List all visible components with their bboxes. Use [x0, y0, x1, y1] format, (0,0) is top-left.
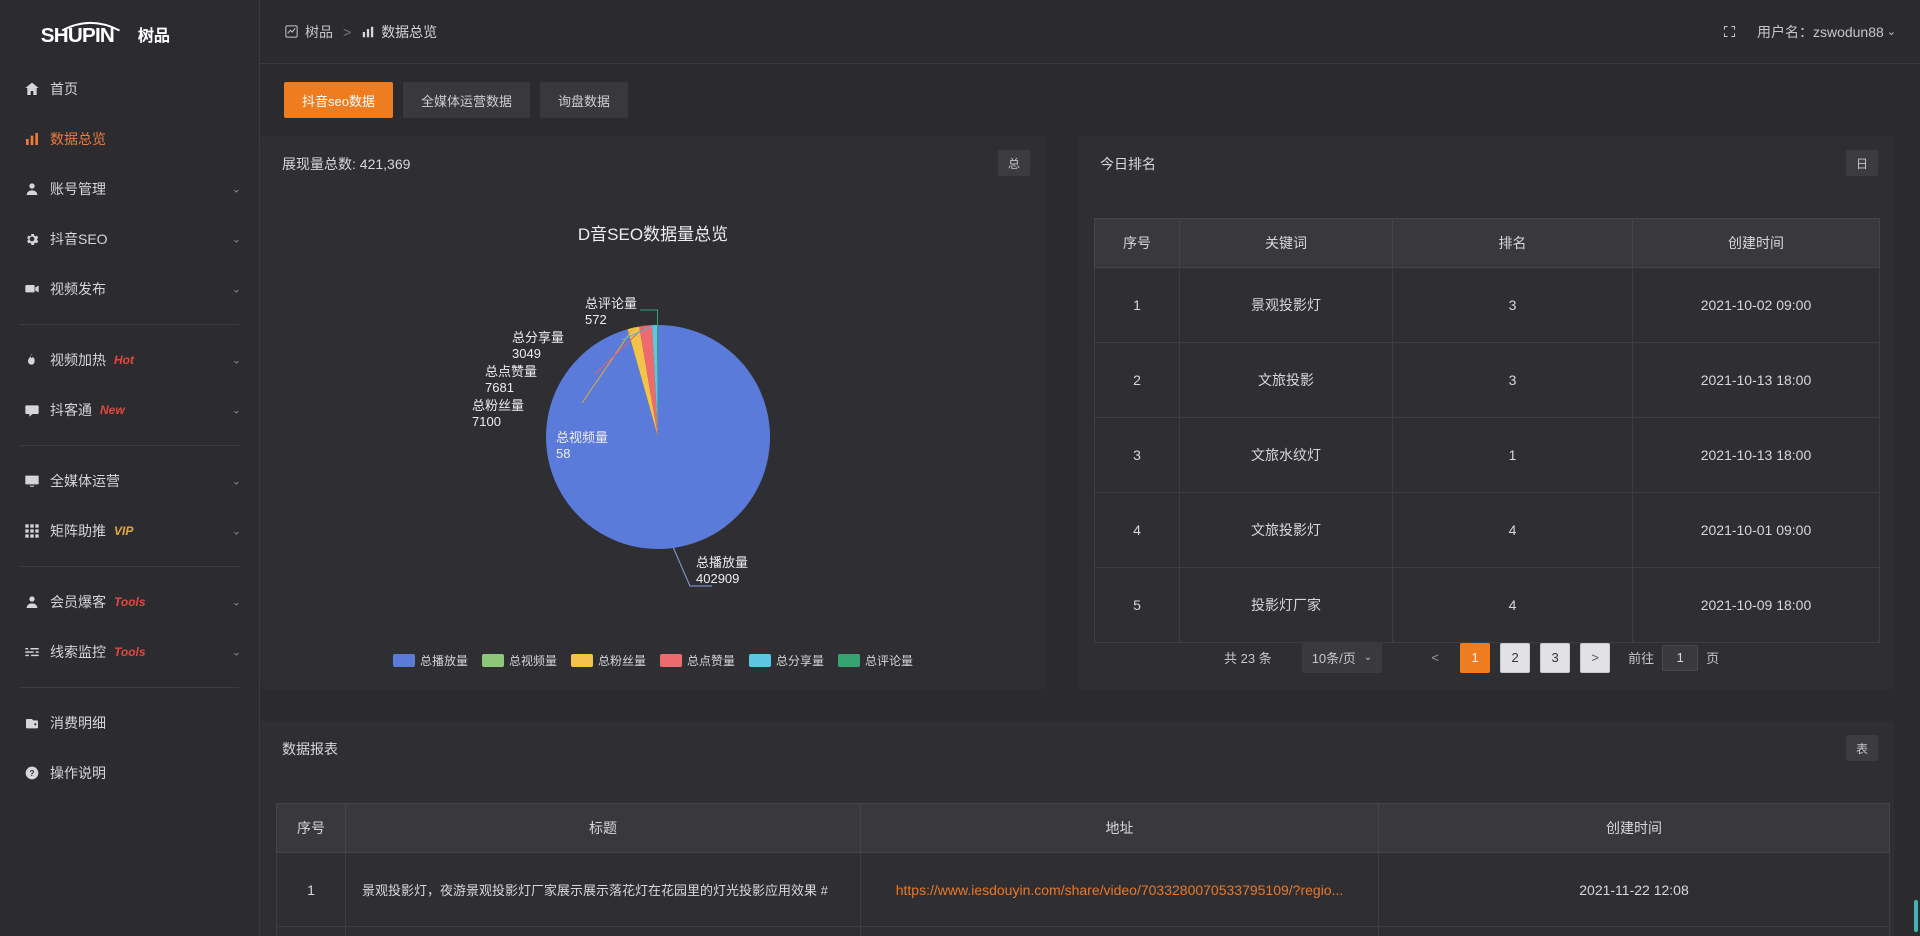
svg-text:树品: 树品 — [138, 26, 170, 45]
svg-text:?: ? — [30, 769, 35, 778]
svg-text:SHUPIN: SHUPIN — [41, 24, 114, 45]
